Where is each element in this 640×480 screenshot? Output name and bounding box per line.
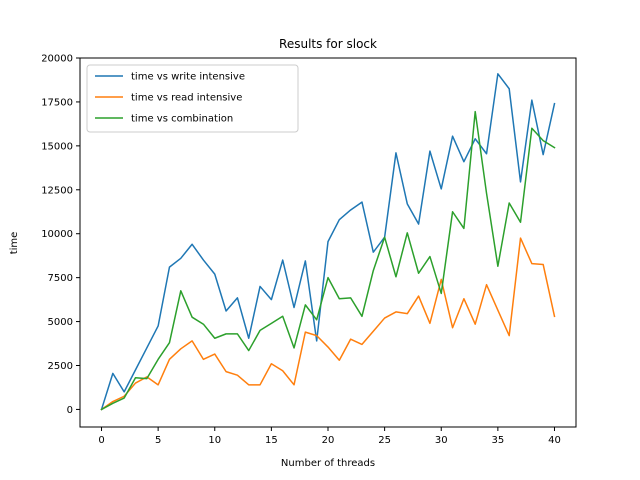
y-axis: 0 2500 5000 7500 10000 12500 15000 17500 20000 (41, 54, 80, 416)
y-tick-label: 10000 (41, 229, 73, 240)
y-tick-label: 20000 (41, 54, 73, 65)
y-tick-label: 15000 (41, 141, 73, 152)
x-axis: 0 5 10 15 20 25 30 35 40 (98, 427, 561, 446)
legend-entry: time vs combination (131, 114, 233, 125)
x-tick-label: 35 (491, 435, 504, 446)
legend-entry: time vs write intensive (131, 72, 245, 83)
x-tick-label: 5 (155, 435, 161, 446)
x-tick-label: 10 (208, 435, 221, 446)
x-tick-label: 0 (98, 435, 104, 446)
x-tick-label: 20 (322, 435, 335, 446)
legend: time vs write intensive time vs read inte… (86, 64, 299, 133)
y-axis-label: time (9, 232, 20, 255)
x-tick-label: 40 (548, 435, 561, 446)
y-tick-label: 12500 (41, 185, 73, 196)
x-tick-label: 30 (435, 435, 448, 446)
x-tick-label: 15 (265, 435, 278, 446)
series-line-3 (100, 110, 556, 411)
y-tick-label: 2500 (48, 361, 73, 372)
x-axis-label: Number of threads (281, 458, 375, 469)
legend-entry: time vs read intensive (131, 93, 242, 104)
y-tick-label: 7500 (48, 273, 73, 284)
series-layer (100, 73, 556, 411)
chart-title: Results for slock (279, 37, 377, 51)
legend-box (86, 64, 299, 133)
y-tick-label: 5000 (48, 317, 73, 328)
series-line-2 (100, 237, 556, 411)
y-tick-label: 0 (67, 405, 73, 416)
y-tick-label: 17500 (41, 97, 73, 108)
x-tick-label: 25 (378, 435, 391, 446)
